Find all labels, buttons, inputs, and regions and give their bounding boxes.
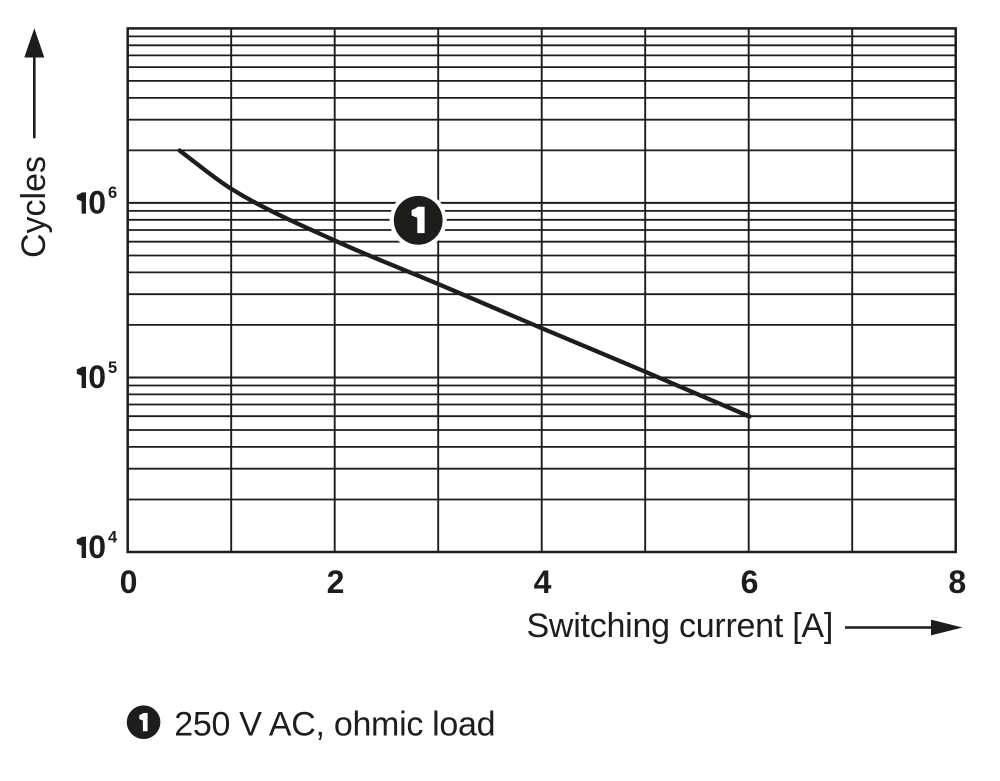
svg-text:250 V AC, ohmic load: 250 V AC, ohmic load	[174, 705, 495, 743]
svg-text:0: 0	[88, 359, 106, 395]
svg-text:0: 0	[120, 564, 138, 600]
svg-text:6: 6	[108, 184, 117, 202]
svg-text:6: 6	[741, 564, 759, 600]
svg-text:2: 2	[327, 564, 345, 600]
svg-text:4: 4	[534, 564, 552, 600]
svg-text:0: 0	[88, 185, 106, 221]
svg-text:8: 8	[948, 564, 966, 600]
svg-text:5: 5	[108, 359, 117, 377]
svg-text:0: 0	[88, 529, 106, 565]
svg-text:4: 4	[108, 529, 118, 547]
svg-text:Cycles: Cycles	[15, 156, 53, 258]
svg-text:Switching current [A]: Switching current [A]	[527, 607, 834, 645]
